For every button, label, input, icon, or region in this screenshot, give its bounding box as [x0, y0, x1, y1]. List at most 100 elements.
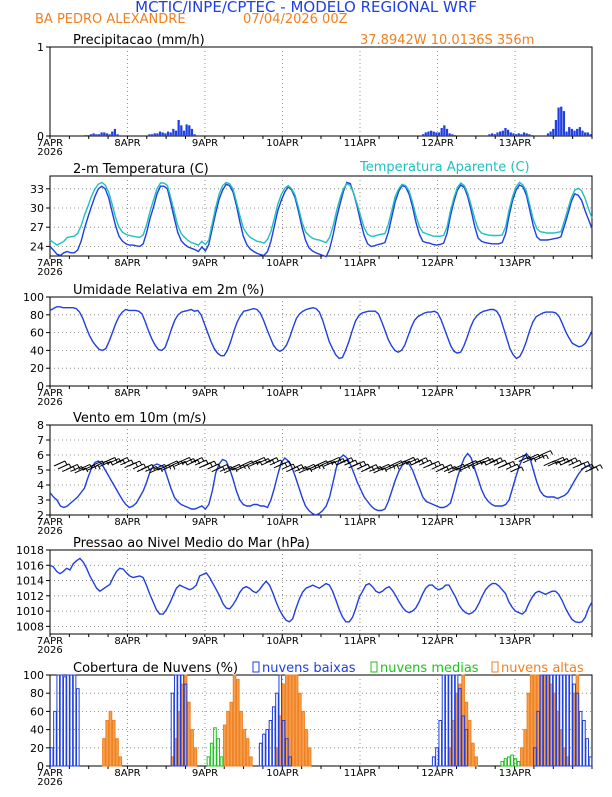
panel-title: 2-m Temperatura (C)	[73, 162, 209, 177]
wind-barb-flag	[599, 464, 603, 469]
cloud-bar-nuvens-altas	[102, 738, 106, 767]
x-tick-label: 11APR	[344, 388, 377, 399]
precip-bar	[164, 133, 167, 136]
x-tick-label: 9APR	[192, 388, 218, 399]
wind-barb-flag	[97, 465, 101, 470]
precip-bar	[589, 134, 592, 136]
x-tick-label: 2026	[37, 777, 62, 788]
y-tick-label: 27	[30, 221, 44, 234]
y-tick-label: 0	[37, 760, 44, 773]
precip-bar	[182, 130, 186, 136]
wind-barb-flag	[135, 462, 138, 467]
wind-barb	[302, 463, 315, 470]
precip-bar	[488, 134, 491, 136]
wind-barb-flag	[284, 462, 288, 468]
precip-bar	[424, 132, 427, 136]
wind-barb	[203, 460, 215, 467]
cloud-bar-nuvens-baixas	[533, 747, 537, 767]
y-tick-label: 60	[30, 705, 44, 718]
panel-title: Vento em 10m (m/s)	[73, 411, 206, 426]
cloud-bar-nuvens-altas	[474, 756, 478, 767]
precip-bar	[180, 125, 183, 136]
precip-bar	[584, 132, 587, 136]
panel-title: Cobertura de Nuvens (%)	[73, 661, 238, 676]
precip-bar	[552, 128, 555, 136]
precip-bar	[499, 131, 502, 136]
series-line	[49, 181, 593, 246]
wind-barb	[178, 457, 190, 463]
cloud-bar-nuvens-altas	[226, 710, 230, 767]
wind-barb	[369, 466, 381, 472]
precip-bar	[87, 135, 90, 136]
precip-bar	[116, 134, 119, 136]
cloud-bar-nuvens-medias	[209, 742, 214, 767]
cloud-bar-nuvens-altas	[520, 747, 524, 767]
precip-bar	[546, 133, 550, 136]
cloud-bar-nuvens-baixas	[281, 720, 286, 767]
wind-barb	[547, 460, 560, 467]
wind-barb	[153, 463, 165, 470]
cloud-bar-nuvens-medias	[216, 738, 221, 767]
precip-bar	[493, 134, 496, 136]
y-tick-label: 40	[30, 344, 44, 357]
precip-bar	[448, 133, 451, 136]
cloud-bar-nuvens-baixas	[183, 683, 188, 767]
cloud-bar-nuvens-altas	[118, 756, 123, 767]
cloud-bar-nuvens-baixas	[173, 674, 178, 767]
cloud-bar-nuvens-baixas	[565, 674, 570, 767]
wind-barb	[120, 459, 132, 466]
wind-barb-flag	[492, 458, 495, 463]
x-tick-label: 8APR	[114, 517, 140, 528]
y-tick-label: 100	[23, 669, 44, 682]
x-tick-label: 8APR	[114, 388, 140, 399]
precip-bar	[84, 135, 87, 136]
precip-bar	[501, 130, 504, 136]
precip-bar	[506, 129, 510, 136]
cloud-bar-nuvens-altas	[526, 692, 531, 767]
y-tick-label: 20	[30, 362, 44, 375]
wind-barb-flag	[321, 464, 325, 470]
x-tick-label: 11APR	[344, 517, 377, 528]
cloud-bar-nuvens-baixas	[572, 683, 576, 767]
wind-barb	[66, 464, 78, 470]
cloud-bar-nuvens-baixas	[180, 674, 185, 767]
series-line	[49, 181, 593, 258]
x-tick-label: 12APR	[421, 636, 454, 647]
y-tick-label: 7	[37, 434, 44, 447]
wind-barb	[269, 459, 282, 466]
wind-barb	[140, 464, 153, 470]
cloud-bar-nuvens-baixas	[284, 738, 289, 767]
cloud-bar-nuvens-altas	[291, 674, 296, 767]
wind-barb	[464, 460, 477, 467]
cloud-bar-nuvens-baixas	[431, 756, 436, 767]
header-location: BA PEDRO ALEXANDRE	[35, 12, 186, 27]
precip-bar	[111, 131, 114, 136]
cloud-bar-nuvens-baixas	[552, 674, 557, 767]
wind-barb	[277, 460, 290, 467]
cloud-bar-nuvens-baixas	[569, 674, 573, 767]
wind-barb	[111, 459, 124, 466]
wind-barb-flag	[139, 460, 143, 466]
x-tick-label: 10APR	[266, 768, 299, 779]
x-tick-label: 9APR	[192, 138, 218, 149]
cloud-bar-nuvens-medias	[503, 758, 508, 767]
wind-barb	[257, 458, 269, 464]
wind-barb	[576, 461, 589, 467]
x-tick-label: 10APR	[266, 636, 299, 647]
cloud-bar-nuvens-altas	[222, 724, 227, 767]
precip-bar	[177, 119, 180, 136]
cloud-bar-nuvens-altas	[298, 692, 302, 767]
cloud-bar-nuvens-altas	[187, 701, 191, 767]
wind-barb	[580, 463, 593, 470]
wind-barb	[165, 460, 178, 467]
cloud-bar-nuvens-altas	[239, 710, 243, 767]
wind-barb	[252, 456, 265, 463]
cloud-bar-nuvens-baixas	[588, 756, 593, 767]
wind-barb	[107, 458, 120, 465]
panel-title: Umidade Relativa em 2m (%)	[73, 283, 264, 298]
x-tick-label: 11APR	[344, 138, 377, 149]
precip-bar	[440, 127, 443, 136]
precip-bar	[100, 132, 103, 136]
precip-bar	[161, 132, 164, 136]
wind-barb-flag	[512, 461, 516, 466]
